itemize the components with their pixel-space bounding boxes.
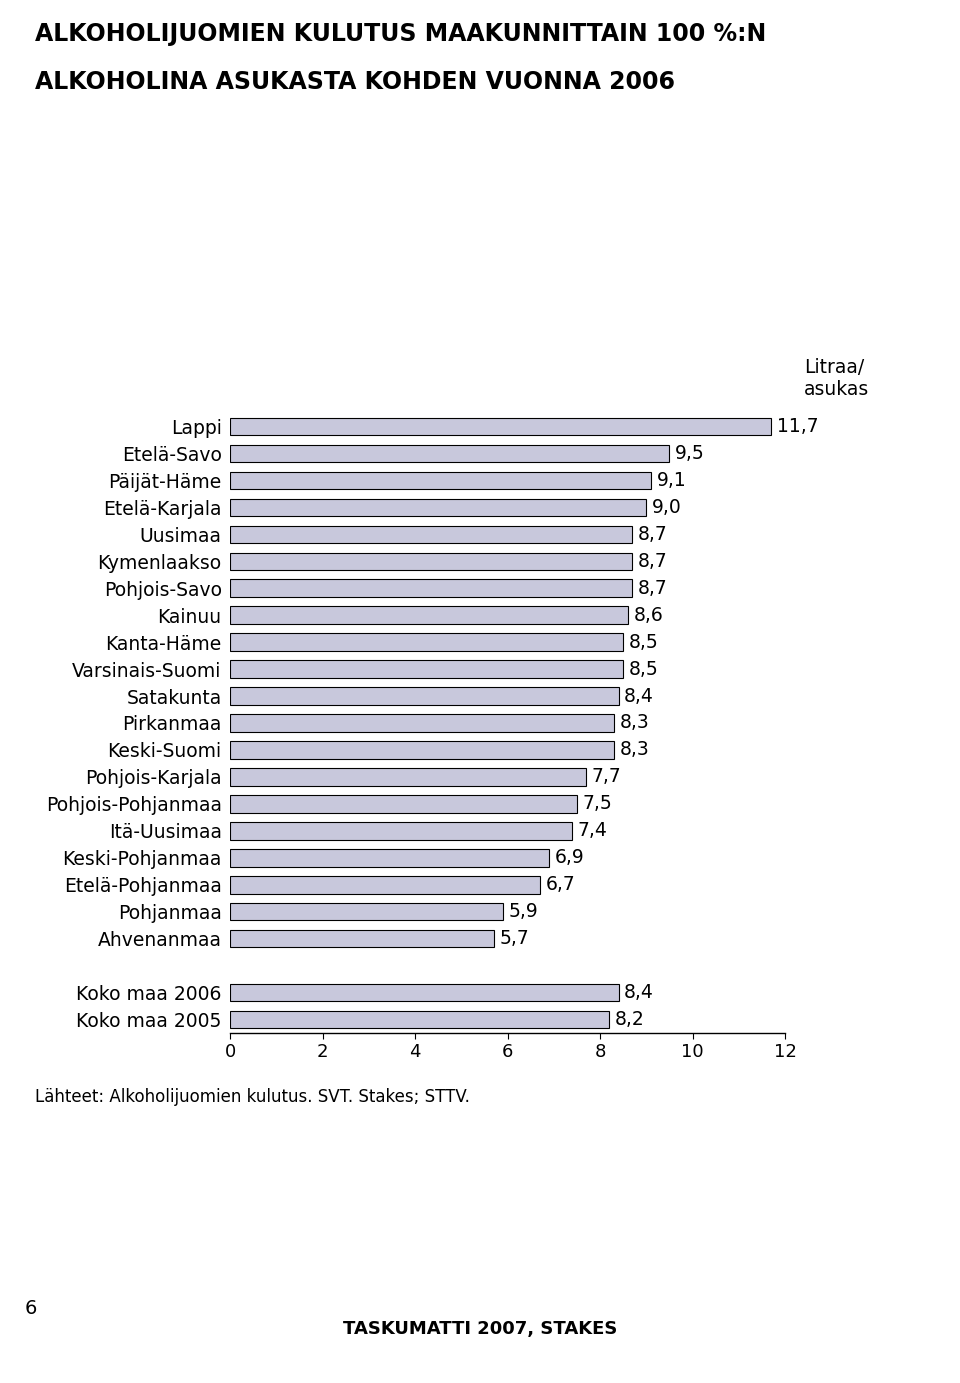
Text: 8,7: 8,7 <box>638 524 667 544</box>
Bar <box>230 552 633 570</box>
Bar <box>230 606 628 624</box>
Text: 5,9: 5,9 <box>509 902 539 921</box>
Text: 8,6: 8,6 <box>634 606 663 625</box>
Bar <box>230 418 771 436</box>
Text: 7,7: 7,7 <box>591 768 621 787</box>
Text: 9,5: 9,5 <box>675 444 705 463</box>
Text: 6,7: 6,7 <box>545 875 575 895</box>
Bar <box>230 579 633 597</box>
Text: 5,7: 5,7 <box>499 929 529 949</box>
Text: TASKUMATTI 2007, STAKES: TASKUMATTI 2007, STAKES <box>343 1319 617 1337</box>
Bar <box>230 903 503 921</box>
Text: Litraa/
asukas: Litraa/ asukas <box>804 358 870 398</box>
Text: 8,3: 8,3 <box>619 740 649 759</box>
Text: 7,4: 7,4 <box>578 822 608 841</box>
Bar <box>230 633 623 651</box>
Text: Lähteet: Alkoholijuomien kulutus. SVT. Stakes; STTV.: Lähteet: Alkoholijuomien kulutus. SVT. S… <box>35 1088 469 1106</box>
Bar <box>230 875 540 893</box>
Bar <box>230 795 577 813</box>
Text: 8,3: 8,3 <box>619 714 649 733</box>
Text: ALKOHOLINA ASUKASTA KOHDEN VUONNA 2006: ALKOHOLINA ASUKASTA KOHDEN VUONNA 2006 <box>35 71 675 94</box>
Bar <box>230 526 633 544</box>
Text: 6: 6 <box>25 1299 37 1318</box>
Bar <box>230 499 646 516</box>
Text: 8,4: 8,4 <box>624 686 654 705</box>
Text: 8,7: 8,7 <box>638 578 667 597</box>
Bar <box>230 822 572 839</box>
Bar <box>230 768 587 786</box>
Bar <box>230 472 651 490</box>
Text: 11,7: 11,7 <box>777 418 818 436</box>
Bar <box>230 983 618 1001</box>
Bar <box>230 714 613 732</box>
Bar <box>230 687 618 705</box>
Text: 9,1: 9,1 <box>657 470 686 490</box>
Text: 6,9: 6,9 <box>555 848 585 867</box>
Text: ALKOHOLIJUOMIEN KULUTUS MAAKUNNITTAIN 100 %:N: ALKOHOLIJUOMIEN KULUTUS MAAKUNNITTAIN 10… <box>35 22 766 46</box>
Bar <box>230 741 613 759</box>
Bar <box>230 445 669 462</box>
Bar <box>230 660 623 678</box>
Bar <box>230 849 549 867</box>
Text: 8,2: 8,2 <box>614 1010 644 1029</box>
Bar <box>230 1011 610 1029</box>
Text: 8,5: 8,5 <box>629 660 659 679</box>
Text: 8,7: 8,7 <box>638 552 667 571</box>
Text: 8,5: 8,5 <box>629 632 659 651</box>
Text: 7,5: 7,5 <box>583 794 612 813</box>
Bar <box>230 929 493 947</box>
Text: 9,0: 9,0 <box>652 498 682 517</box>
Text: 8,4: 8,4 <box>624 983 654 1003</box>
